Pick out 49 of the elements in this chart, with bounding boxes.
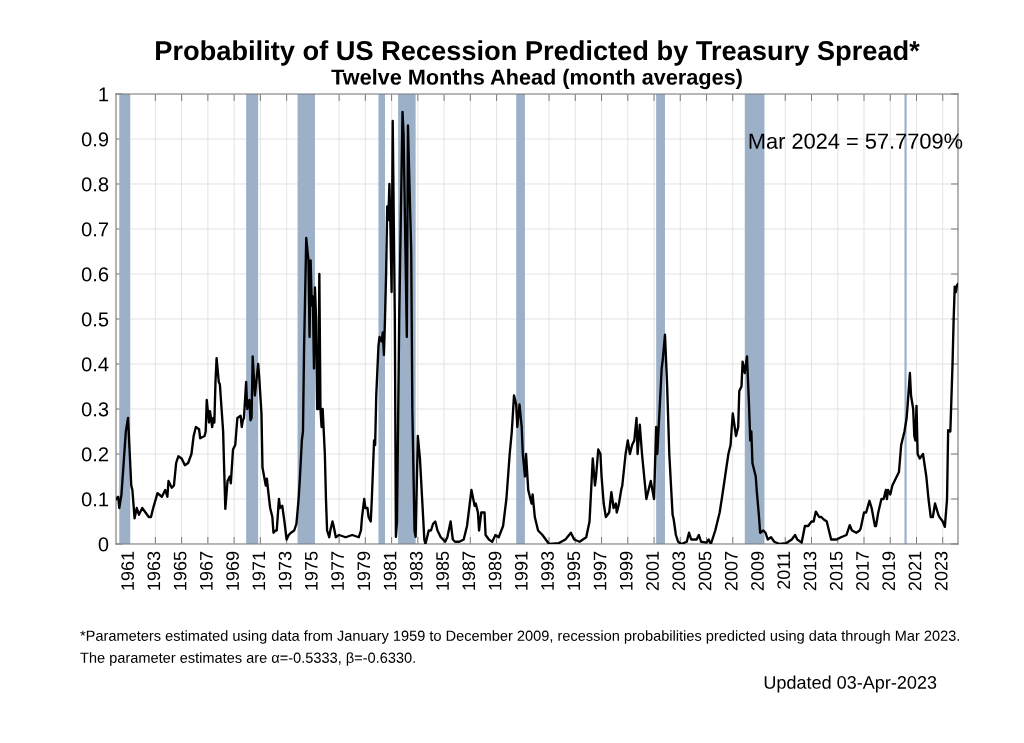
x-tick-label: 2013 — [803, 551, 817, 591]
y-tick-label: 0.1 — [81, 492, 109, 507]
x-tick-label: 2001 — [646, 551, 659, 591]
x-tick-label: 1977 — [331, 551, 344, 590]
x-tick-label: 2017 — [856, 551, 869, 591]
y-tick-label: 0.4 — [81, 357, 109, 372]
y-tick-label: 0.5 — [81, 312, 109, 327]
y-tick-label: 0.6 — [81, 267, 109, 282]
x-tick-label: 2019 — [882, 551, 896, 591]
x-tick-label: 1961 — [121, 551, 134, 590]
x-tick-label: 1991 — [514, 551, 528, 590]
y-tick-label: 0 — [98, 537, 109, 552]
x-tick-label: 1971 — [252, 551, 266, 590]
x-tick-label: 1989 — [488, 551, 502, 590]
x-tick-label: 1973 — [278, 551, 292, 590]
text: The parameter estimates are α=-0.5333, β=-0.6330. — [80, 652, 415, 666]
annotation: Mar 2024 = 57.7709% — [749, 133, 963, 149]
y-tick-label: 1 — [99, 87, 109, 102]
y-tick-label: 0.3 — [81, 402, 109, 417]
x-tick-label: 1983 — [409, 551, 423, 590]
chart-subtitle: Twelve Months Ahead (month averages) — [331, 68, 742, 90]
y-tick-label: 0.7 — [81, 222, 109, 237]
x-tick-label: 2009 — [751, 551, 764, 591]
x-tick-label: 1979 — [357, 551, 371, 590]
x-tick-label: 2003 — [672, 551, 686, 591]
x-tick-label: 1987 — [462, 551, 476, 590]
text: *Parameters estimated using data from January 1959 to December 2009, recession probabilities predicted using data through Mar 2023. — [80, 630, 960, 644]
x-tick-label: 2007 — [724, 551, 738, 591]
x-tick-label: 1985 — [436, 551, 449, 590]
chart-title: Probability of US Recession Predicted by Treasury Spread* — [156, 40, 920, 66]
y-tick-label: 0.9 — [81, 132, 109, 147]
x-tick-label: 1967 — [199, 551, 213, 590]
x-tick-label: 1975 — [304, 551, 318, 590]
y-tick-label: 0.2 — [81, 447, 109, 462]
x-tick-label: 1993 — [541, 551, 554, 590]
x-tick-label: 2005 — [698, 551, 712, 591]
x-tick-label: 1963 — [147, 551, 161, 590]
x-tick-label: 2023 — [934, 551, 948, 591]
x-tick-label: 1981 — [383, 551, 397, 590]
y-tick-label: 0.8 — [81, 177, 109, 192]
x-tick-label: 2021 — [908, 551, 922, 591]
x-tick-label: 2011 — [777, 551, 791, 589]
x-tick-label: 1997 — [593, 551, 607, 590]
x-tick-label: 1999 — [619, 551, 633, 590]
x-tick-label: 1995 — [567, 551, 581, 590]
text: Updated 03-Apr-2023 — [764, 675, 937, 693]
x-tick-label: 1965 — [173, 551, 187, 590]
x-tick-label: 1969 — [226, 551, 239, 590]
x-tick-label: 2015 — [829, 551, 843, 591]
